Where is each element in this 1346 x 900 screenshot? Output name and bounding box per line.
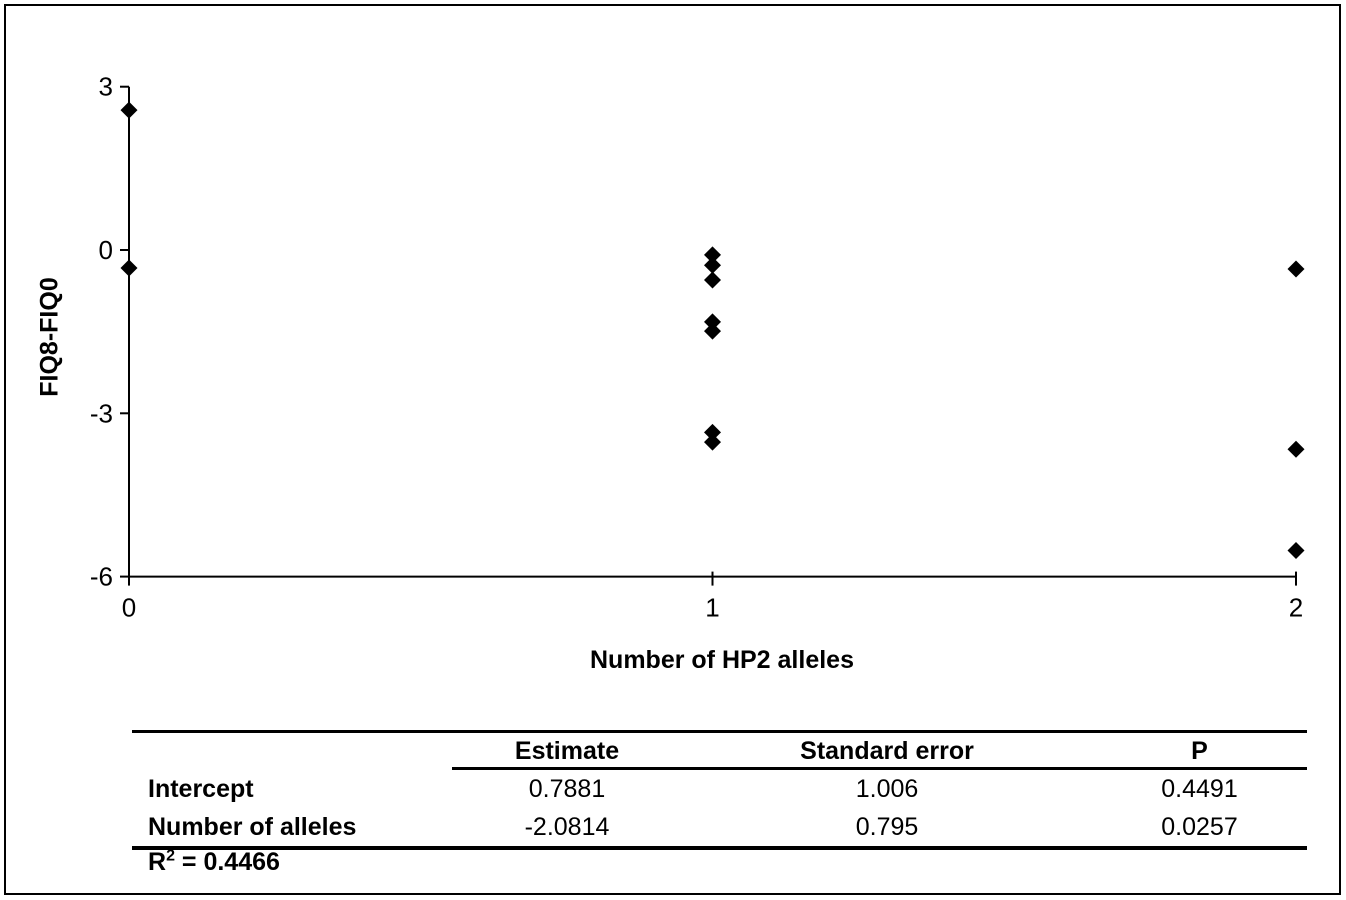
table-cell-alleles-std-error: 0.795 [855, 813, 919, 841]
table-row-label-intercept: Intercept [148, 775, 254, 803]
table-header-p: P [1092, 733, 1307, 770]
data-point [704, 246, 721, 264]
y-axis-title: FIQ8-FIQ0 [35, 277, 64, 397]
scatter-chart: 3 0 -3 -6 0 1 2 [90, 72, 1305, 623]
regression-table: Estimate Standard error P Intercept 0.78… [132, 730, 1307, 850]
table-cell-intercept-std-error: 1.006 [855, 775, 919, 803]
table-header-estimate: Estimate [452, 733, 682, 770]
data-point [704, 433, 721, 451]
data-point [704, 313, 721, 331]
r-squared-label: R2 = 0.4466 [148, 848, 280, 877]
y-tick-label: 0 [99, 235, 113, 265]
data-point [704, 423, 721, 441]
y-tick-label: -6 [90, 562, 113, 592]
data-point [704, 271, 721, 289]
x-tick-label: 1 [705, 593, 719, 623]
figure-frame: 3 0 -3 -6 0 1 2 FIQ8-FIQ0 Number of HP2 allele… [4, 4, 1341, 895]
table-header-standard-error: Standard error [682, 733, 1092, 770]
r-squared-rest: = 0.4466 [174, 848, 280, 876]
table-cell-alleles-estimate: -2.0814 [524, 813, 610, 841]
table-header-empty [132, 733, 452, 770]
data-point [1287, 440, 1305, 458]
table-cell-alleles-p: 0.0257 [1161, 813, 1238, 841]
data-point [704, 322, 721, 340]
data-point [704, 256, 721, 274]
r-squared-sup: 2 [166, 847, 175, 865]
table-cell-intercept-estimate: 0.7881 [528, 775, 606, 803]
data-point [1287, 260, 1305, 278]
x-tick-label: 0 [122, 593, 136, 623]
table-row-label-number-of-alleles: Number of alleles [148, 813, 357, 841]
x-axis-title: Number of HP2 alleles [590, 646, 854, 674]
y-tick-label: -3 [90, 398, 113, 428]
r-squared-base: R [148, 848, 167, 876]
data-point [120, 259, 138, 277]
data-point [1287, 541, 1305, 559]
table-cell-intercept-p: 0.4491 [1161, 775, 1238, 803]
x-tick-label: 2 [1289, 593, 1303, 623]
data-point [120, 101, 138, 119]
y-tick-label: 3 [99, 72, 113, 102]
